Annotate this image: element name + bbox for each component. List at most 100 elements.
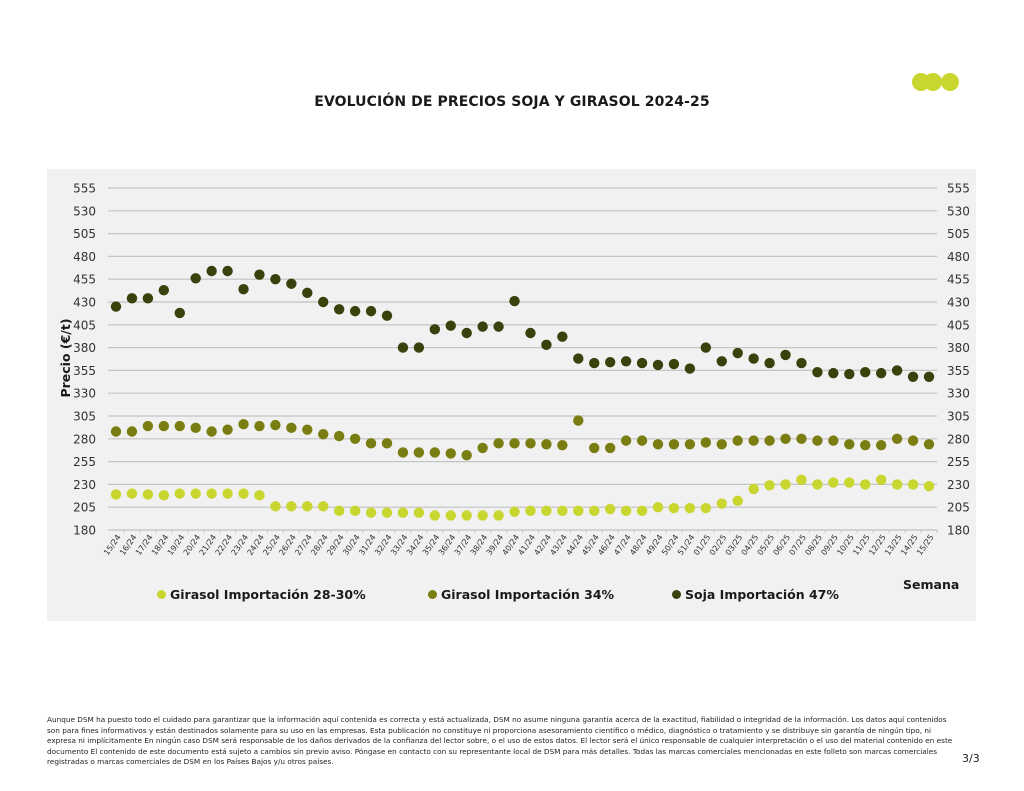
data-point bbox=[126, 293, 138, 304]
y-tick-label-right: 530 bbox=[947, 204, 970, 218]
y-tick-label-right: 205 bbox=[947, 501, 970, 515]
y-tick-label: 205 bbox=[73, 501, 96, 515]
data-point bbox=[110, 301, 122, 312]
data-point bbox=[270, 419, 281, 431]
data-point bbox=[190, 273, 201, 284]
data-point bbox=[732, 347, 743, 359]
data-point bbox=[238, 419, 249, 430]
data-point bbox=[748, 435, 759, 446]
y-tick-label-right: 330 bbox=[947, 387, 970, 401]
data-point bbox=[668, 502, 680, 514]
data-point bbox=[525, 438, 536, 449]
data-point bbox=[828, 367, 839, 379]
data-point bbox=[573, 505, 584, 517]
y-tick-label: 555 bbox=[73, 182, 96, 196]
data-point bbox=[413, 342, 425, 353]
legend-label: Girasol Importación 28-30% bbox=[170, 587, 366, 602]
data-point bbox=[668, 358, 680, 370]
data-point bbox=[238, 488, 249, 499]
data-point bbox=[541, 339, 552, 351]
data-point bbox=[812, 435, 823, 446]
data-point bbox=[493, 321, 504, 332]
data-point bbox=[875, 367, 887, 379]
legal-disclaimer: Aunque DSM ha puesto todo el cuidado par… bbox=[47, 715, 953, 767]
data-point bbox=[907, 479, 919, 490]
data-point bbox=[732, 495, 743, 507]
y-tick-label: 430 bbox=[73, 296, 96, 310]
data-point bbox=[891, 479, 903, 490]
data-point bbox=[525, 505, 536, 517]
data-point bbox=[158, 420, 170, 432]
data-point bbox=[652, 502, 664, 513]
data-point bbox=[445, 448, 456, 459]
data-point bbox=[812, 479, 823, 490]
data-point bbox=[493, 438, 504, 449]
legend-label: Soja Importación 47% bbox=[685, 587, 839, 602]
data-point bbox=[541, 439, 552, 450]
data-point bbox=[461, 510, 472, 521]
data-point bbox=[286, 422, 297, 434]
data-point bbox=[732, 435, 743, 446]
data-point bbox=[333, 304, 345, 315]
data-point bbox=[333, 430, 345, 442]
data-point bbox=[445, 320, 456, 331]
data-point bbox=[302, 424, 313, 435]
data-point bbox=[477, 442, 488, 454]
data-point bbox=[333, 505, 345, 517]
data-point bbox=[604, 356, 616, 368]
data-point bbox=[525, 327, 536, 339]
data-point bbox=[716, 498, 727, 509]
data-point bbox=[206, 426, 217, 437]
data-point bbox=[509, 506, 520, 517]
data-point bbox=[206, 488, 217, 499]
series-2 bbox=[110, 265, 935, 382]
data-point bbox=[557, 439, 568, 451]
three-dots-logo-icon bbox=[912, 73, 962, 91]
data-point bbox=[780, 433, 791, 444]
data-point bbox=[429, 324, 441, 335]
data-point bbox=[158, 284, 170, 296]
data-point bbox=[493, 510, 504, 521]
y-tick-label: 530 bbox=[73, 204, 96, 218]
y-tick-label: 455 bbox=[73, 273, 96, 287]
data-point bbox=[365, 507, 377, 518]
data-point bbox=[636, 357, 648, 369]
y-tick-label: 280 bbox=[73, 432, 96, 446]
data-point bbox=[445, 510, 456, 521]
data-point bbox=[397, 507, 409, 518]
data-point bbox=[796, 474, 807, 486]
data-point bbox=[620, 356, 632, 367]
data-point bbox=[589, 357, 600, 369]
data-point bbox=[254, 269, 265, 280]
data-point bbox=[397, 342, 409, 353]
data-point bbox=[748, 353, 759, 364]
legend-label: Girasol Importación 34% bbox=[441, 587, 615, 602]
y-axis-title: Precio (€/t) bbox=[58, 318, 73, 397]
y-tick-label-right: 505 bbox=[947, 227, 970, 241]
data-point bbox=[573, 415, 584, 426]
data-point bbox=[684, 439, 696, 450]
data-point bbox=[365, 438, 377, 449]
data-point bbox=[844, 368, 855, 380]
legend-item-girasol-34: Girasol Importación 34% bbox=[428, 587, 614, 602]
data-point bbox=[828, 477, 839, 488]
data-point bbox=[636, 435, 648, 446]
data-point bbox=[875, 439, 887, 451]
data-point bbox=[844, 477, 855, 488]
legend-marker-icon bbox=[157, 590, 166, 599]
data-point bbox=[142, 293, 154, 304]
page-number: 3/3 bbox=[962, 752, 980, 765]
data-point bbox=[796, 357, 807, 369]
data-point bbox=[190, 488, 201, 499]
chart-panel bbox=[47, 169, 976, 621]
data-point bbox=[573, 353, 584, 364]
data-point bbox=[557, 331, 568, 342]
data-point bbox=[812, 367, 823, 378]
y-tick-label-right: 405 bbox=[947, 318, 970, 332]
data-point bbox=[349, 433, 361, 444]
data-point bbox=[604, 442, 616, 454]
legend-marker-icon bbox=[672, 590, 681, 599]
data-point bbox=[142, 489, 154, 500]
data-point bbox=[222, 265, 233, 277]
